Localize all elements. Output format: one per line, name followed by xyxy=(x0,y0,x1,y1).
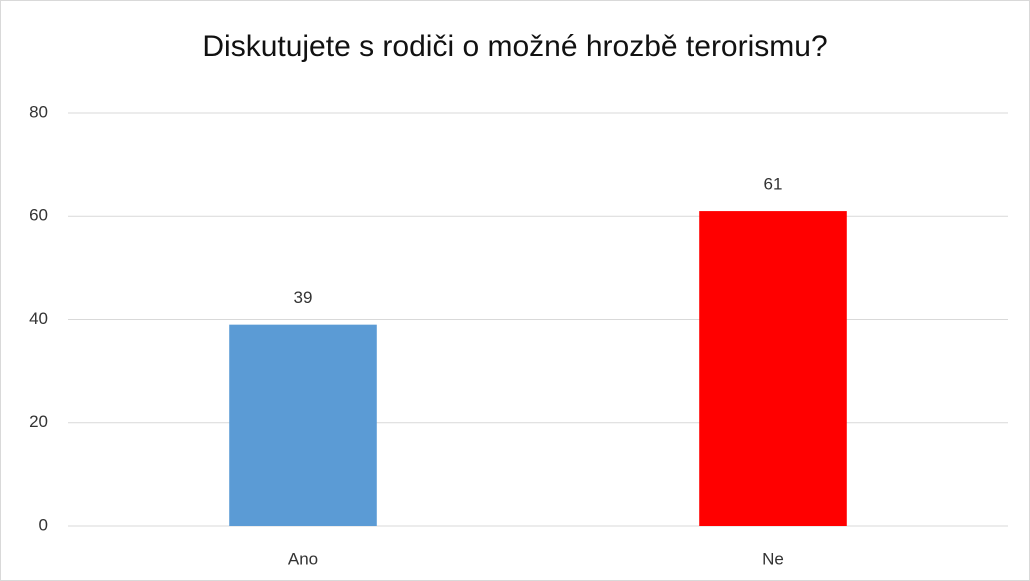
y-tick-label: 60 xyxy=(29,206,48,225)
x-tick-label: Ne xyxy=(762,549,784,568)
y-tick-label: 80 xyxy=(29,102,48,121)
y-tick-label: 0 xyxy=(39,515,48,534)
chart-title: Diskutujete s rodiči o možné hrozbě tero… xyxy=(202,30,827,63)
x-tick-label: Ano xyxy=(288,549,318,568)
y-tick-label: 20 xyxy=(29,412,48,431)
data-label: 61 xyxy=(764,175,783,194)
y-tick-label: 40 xyxy=(29,309,48,328)
data-label: 39 xyxy=(294,288,313,307)
bar xyxy=(229,324,377,526)
bar xyxy=(699,211,847,526)
